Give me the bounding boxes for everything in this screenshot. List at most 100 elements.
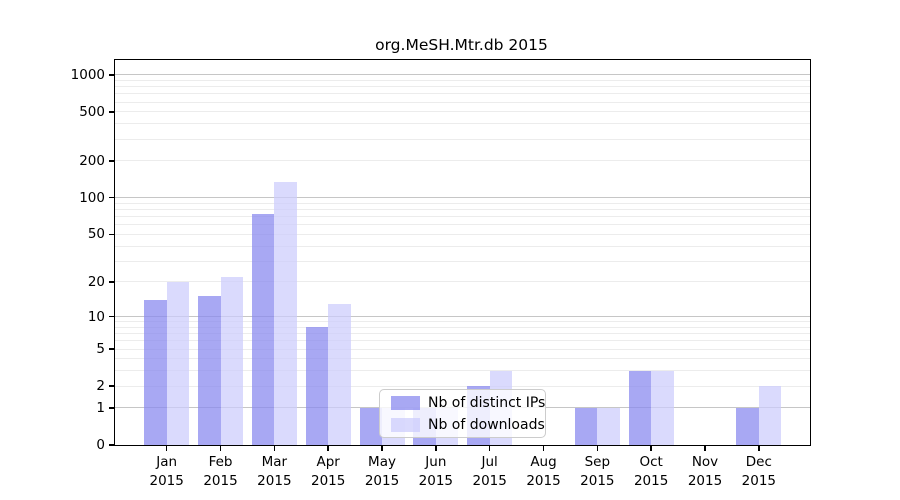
year-label: 2015 [741,473,776,489]
x-tick-label-jul: Jul 2015 [458,453,522,491]
bar-downloads-feb [220,277,244,445]
y-tick [109,74,115,76]
minor-gridline [115,101,810,103]
minor-gridline [115,138,810,140]
x-tick [596,445,599,451]
x-tick [381,445,383,451]
x-tick [758,445,760,451]
x-tick [435,445,437,451]
x-tick [273,445,276,451]
month-label: Dec [745,454,772,470]
bar-downloads-jan [166,281,190,445]
year-label: 2015 [687,473,723,489]
x-tick-label-nov: Nov 2015 [673,453,737,491]
minor-gridline [115,281,810,283]
x-tick [327,445,329,451]
minor-gridline [115,233,810,235]
bar-distinct-ips-feb [198,296,221,445]
year-label: 2015 [311,473,346,489]
major-gridline [115,197,810,199]
month-label: Jul [481,454,498,470]
x-tick-label-aug: Aug 2015 [512,453,576,491]
legend-item-downloads: Nb of downloads [380,417,545,433]
legend-label-downloads: Nb of downloads [428,416,545,433]
y-tick [109,407,115,409]
y-tick-label: 10 [87,308,105,325]
y-tick-label: 20 [87,273,105,290]
minor-gridline [115,80,810,81]
month-label: May [368,454,396,470]
legend-swatch-downloads [391,417,420,432]
y-tick-label: 500 [79,103,105,120]
y-tick-label: 0 [96,437,105,453]
bar-downloads-mar [274,181,297,445]
minor-gridline [115,370,810,372]
y-tick-label: 1000 [70,66,105,83]
year-label: 2015 [203,473,238,489]
minor-gridline [115,93,810,95]
y-tick [109,444,115,446]
bar-distinct-ips-may [359,407,383,445]
x-tick-label-feb: Feb 2015 [189,453,253,491]
x-tick [542,445,545,451]
month-label: Aug [530,454,557,470]
minor-gridline [115,216,810,218]
minor-gridline [115,358,810,360]
major-gridline [115,74,810,76]
y-tick [109,281,115,283]
bar-distinct-ips-mar [251,214,275,445]
month-label: Jun [425,454,447,470]
y-tick [109,111,115,113]
month-label: Feb [208,454,233,470]
chart-title: org.MeSH.Mtr.db 2015 [375,36,548,54]
x-tick-label-sep: Sep 2015 [565,453,629,491]
major-gridline [115,315,810,318]
year-label: 2015 [149,473,184,489]
plot-area: Dec 2015 Nov 2015 Oct 2015 Sep 2015 Aug 2015 Jul 20… [71,59,811,489]
minor-gridline [115,86,810,88]
bar-distinct-ips-sep [574,407,598,445]
y-tick-label: 100 [79,189,105,206]
x-tick [488,445,491,451]
year-label: 2015 [580,473,615,489]
minor-gridline [115,245,810,247]
x-tick-label-oct: Oct 2015 [619,453,683,491]
x-tick-label-jun: Jun 2015 [404,453,468,491]
month-label: Oct [639,454,663,470]
year-label: 2015 [526,473,561,489]
x-tick-label-jan: Jan 2015 [135,453,199,491]
minor-gridline [115,385,810,387]
x-tick-label-may: May 2015 [350,453,414,491]
bar-downloads-sep [597,407,620,445]
y-tick [109,233,115,236]
month-label: Jan [156,454,178,470]
bar-downloads-apr [328,303,351,445]
y-tick [109,385,115,387]
bar-distinct-ips-dec [736,407,759,445]
y-tick [109,348,115,350]
legend-item-distinct-ips: Nb of distinct IPs [380,395,545,411]
month-label: Mar [261,454,288,470]
x-tick-label-mar: Mar 2015 [242,453,306,491]
year-label: 2015 [472,473,507,489]
minor-gridline [115,333,810,335]
bar-distinct-ips-apr [305,327,329,445]
year-label: 2015 [257,473,292,489]
y-tick [109,196,115,199]
minor-gridline [115,348,810,350]
minor-gridline [115,202,810,204]
x-tick-label-dec: Dec 2015 [727,453,791,491]
minor-gridline [115,209,810,211]
minor-gridline [115,340,810,342]
minor-gridline [115,260,810,262]
y-tick-label: 2 [96,378,105,395]
minor-gridline [115,111,810,113]
x-tick [219,445,222,451]
x-tick [650,445,652,451]
x-tick [704,445,706,451]
y-tick [109,160,115,162]
y-tick-label: 200 [79,152,105,169]
bar-downloads-oct [651,370,674,445]
minor-gridline [115,123,810,125]
